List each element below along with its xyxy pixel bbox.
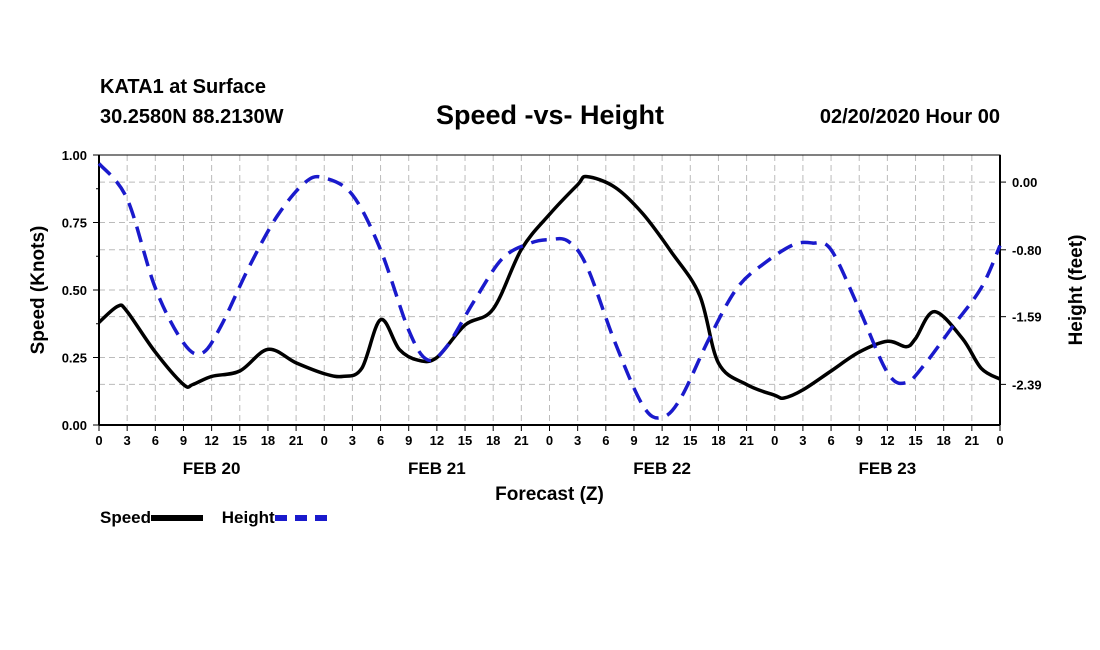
y-right-tick-label: -0.80 [1012, 243, 1042, 258]
x-tick-label: 12 [204, 433, 218, 448]
x-tick-label: 3 [124, 433, 131, 448]
x-tick-label: 12 [880, 433, 894, 448]
x-tick-label: 21 [514, 433, 528, 448]
x-tick-label: 18 [261, 433, 275, 448]
x-tick-label: 3 [574, 433, 581, 448]
y-right-tick-label: -2.39 [1012, 377, 1042, 392]
x-tick-label: 18 [711, 433, 725, 448]
y-right-tick-label: -1.59 [1012, 310, 1042, 325]
x-axis-label: Forecast (Z) [495, 484, 604, 505]
legend-speed-swatch [151, 514, 204, 521]
y-left-tick-label: 1.00 [62, 148, 87, 163]
y-right-tick-label: 0.00 [1012, 175, 1037, 190]
x-tick-label: 0 [771, 433, 778, 448]
x-tick-label: 18 [486, 433, 500, 448]
series-line-speed [97, 174, 1001, 401]
x-tick-label: 6 [602, 433, 609, 448]
y-left-tick-label: 0.25 [62, 351, 87, 366]
legend: Speed Height [100, 508, 341, 528]
x-tick-label: 0 [321, 433, 328, 448]
x-tick-label: 18 [936, 433, 950, 448]
x-tick-label: 0 [546, 433, 553, 448]
x-tick-label: 21 [289, 433, 303, 448]
station-coordinates: 30.2580N 88.2130W [100, 106, 284, 128]
forecast-date: 02/20/2020 Hour 00 [819, 106, 1000, 128]
x-tick-label: 21 [739, 433, 753, 448]
x-tick-label: 21 [965, 433, 979, 448]
x-tick-label: 9 [405, 433, 412, 448]
x-tick-label: 6 [377, 433, 384, 448]
y-left-tick-label: 0.50 [62, 283, 87, 298]
x-tick-label: 12 [430, 433, 444, 448]
station-name: KATA1 at Surface [100, 76, 266, 98]
legend-speed-label: Speed [100, 508, 152, 527]
day-label: FEB 23 [859, 459, 917, 478]
x-tick-label: 3 [349, 433, 356, 448]
x-tick-label: 3 [799, 433, 806, 448]
x-tick-label: 9 [180, 433, 187, 448]
x-tick-label: 0 [95, 433, 102, 448]
day-label: FEB 20 [183, 459, 241, 478]
chart-title: Speed -vs- Height [0, 100, 1100, 131]
x-tick-label: 15 [458, 433, 472, 448]
x-tick-label: 6 [152, 433, 159, 448]
y-left-tick-label: 0.00 [62, 418, 87, 433]
x-tick-label: 6 [827, 433, 834, 448]
y-left-axis-label: Speed (Knots) [28, 226, 49, 355]
x-tick-label: 9 [630, 433, 637, 448]
x-tick-label: 15 [908, 433, 922, 448]
y-left-tick-label: 0.75 [62, 216, 87, 231]
x-tick-label: 12 [655, 433, 669, 448]
x-tick-label: 15 [683, 433, 697, 448]
legend-height-label: Height [221, 508, 275, 527]
x-tick-label: 0 [996, 433, 1003, 448]
day-label: FEB 22 [633, 459, 691, 478]
chart-title-text: Speed -vs- Height [435, 100, 665, 130]
legend-item-height: Height [222, 508, 327, 528]
series-line-height [97, 162, 1002, 420]
legend-height-swatch [274, 514, 327, 521]
x-tick-label: 9 [856, 433, 863, 448]
legend-item-speed: Speed [100, 508, 204, 528]
y-right-axis-label: Height (feet) [1066, 235, 1087, 346]
x-tick-label: 15 [233, 433, 247, 448]
day-label: FEB 21 [408, 459, 466, 478]
